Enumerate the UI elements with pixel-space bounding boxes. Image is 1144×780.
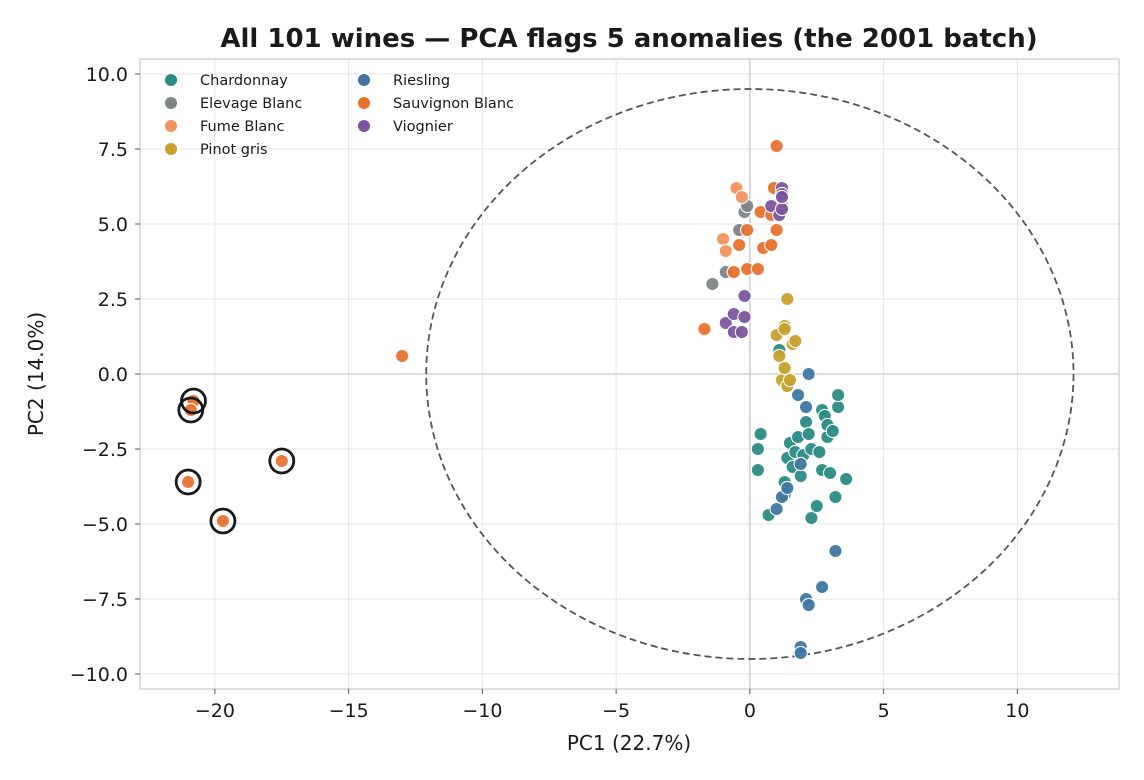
data-point [705, 276, 720, 292]
data-point [769, 222, 784, 238]
data-point [772, 348, 787, 364]
data-point [697, 321, 712, 337]
data-point [780, 480, 795, 496]
data-point [793, 468, 808, 484]
legend-label: Fume Blanc [200, 119, 284, 135]
data-point [798, 399, 814, 415]
legend-marker [163, 118, 179, 134]
data-point [777, 360, 792, 376]
data-point [839, 471, 854, 487]
data-point [777, 321, 792, 337]
x-tick-label: 0 [744, 700, 756, 722]
data-point [726, 264, 741, 280]
data-point [180, 474, 196, 490]
data-point [801, 426, 816, 442]
data-point [734, 324, 749, 340]
data-point [715, 231, 731, 247]
data-point [769, 138, 784, 154]
data-point [782, 372, 798, 388]
data-point [750, 462, 766, 478]
data-point [737, 309, 752, 325]
x-tick-label: −10 [462, 700, 502, 722]
data-point [215, 513, 231, 529]
y-tick-label: 2.5 [98, 289, 128, 311]
x-tick-label: 10 [1005, 700, 1029, 722]
data-point [804, 510, 819, 526]
legend-label: Riesling [393, 73, 450, 89]
y-tick-label: −7.5 [82, 589, 128, 611]
y-tick-label: 10.0 [86, 64, 128, 86]
data-point [740, 222, 755, 238]
y-tick-label: −10.0 [70, 664, 128, 686]
data-point [774, 189, 790, 205]
data-point [790, 387, 806, 403]
data-point [753, 426, 768, 442]
anomaly-ring [209, 507, 237, 535]
legend: Chardonnay Elevage Blanc Fume Blanc Pinot g… [163, 72, 514, 158]
data-point [274, 453, 289, 469]
data-point [764, 237, 779, 253]
data-point [734, 189, 749, 205]
legend-marker [163, 95, 179, 111]
data-point [825, 423, 840, 439]
legend-marker [356, 95, 372, 111]
data-point [718, 315, 733, 331]
legend-marker [356, 118, 372, 134]
data-point [828, 543, 843, 559]
legend-marker [356, 72, 372, 88]
y-tick-label: −2.5 [82, 439, 128, 461]
chart-title: All 101 wines — PCA flags 5 anomalies (t… [220, 24, 1037, 54]
data-point [732, 237, 747, 253]
x-tick-label: −15 [329, 700, 369, 722]
data-point [814, 579, 830, 595]
legend-label: Sauvignon Blanc [393, 96, 514, 112]
data-point [780, 291, 795, 307]
y-tick-label: 5.0 [98, 214, 128, 236]
data-point [830, 399, 846, 415]
x-axis-ticks: −20 −15 −10 −5 0 5 10 [195, 689, 1029, 722]
legend-label: Chardonnay [200, 73, 288, 89]
data-point [750, 441, 766, 457]
data-point [788, 333, 803, 349]
data-point [812, 444, 827, 460]
anomaly-ring [174, 468, 202, 496]
data-point [718, 243, 733, 259]
data-point [801, 366, 816, 382]
zero-lines [140, 59, 1119, 689]
data-points [180, 138, 854, 661]
data-point [750, 261, 766, 277]
y-tick-label: −5.0 [82, 514, 128, 536]
confidence-ellipse [425, 88, 1075, 660]
anomaly-ring [268, 447, 296, 475]
legend-label: Viognier [393, 119, 453, 135]
legend-marker [163, 72, 179, 88]
x-tick-label: −20 [195, 700, 235, 722]
legend-label: Pinot gris [200, 142, 268, 158]
y-axis-ticks: −10.0 −7.5 −5.0 −2.5 0.0 2.5 5.0 7.5 10.0 [70, 64, 140, 686]
data-point [822, 465, 838, 481]
data-point [769, 501, 784, 517]
data-point [801, 597, 816, 613]
data-point [828, 489, 843, 505]
x-axis-label: PC1 (22.7%) [567, 731, 691, 755]
data-point [737, 288, 752, 304]
data-point [793, 456, 808, 472]
y-tick-label: 0.0 [98, 364, 128, 386]
data-point [809, 498, 824, 514]
data-point [830, 387, 846, 403]
y-axis-label: PC2 (14.0%) [24, 312, 48, 436]
data-point [774, 201, 790, 217]
data-point [793, 645, 808, 661]
confidence-ellipse-path [425, 88, 1075, 660]
legend-marker [163, 141, 179, 157]
anomaly-ring [177, 396, 205, 424]
anomaly-rings [174, 387, 296, 535]
legend-label: Elevage Blanc [200, 96, 302, 112]
x-tick-label: −5 [602, 700, 630, 722]
x-tick-label: 5 [878, 700, 890, 722]
y-tick-label: 7.5 [98, 139, 128, 161]
data-point [394, 348, 410, 364]
data-point [798, 414, 814, 430]
